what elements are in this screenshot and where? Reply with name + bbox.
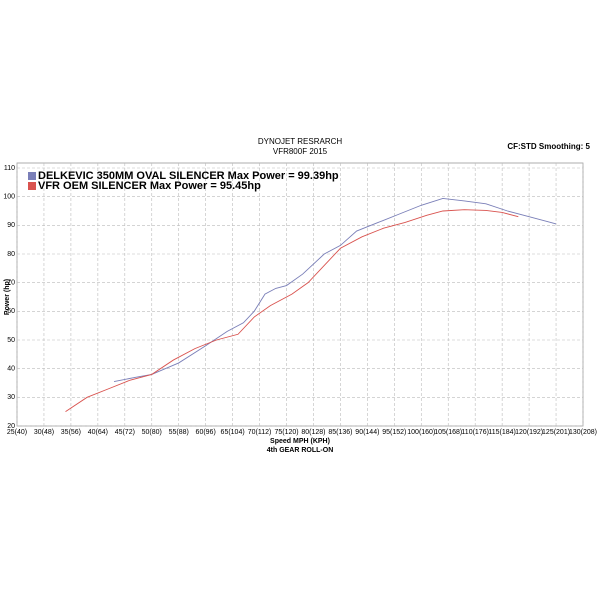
legend-swatch [28, 172, 36, 180]
y-tick-label: 30 [7, 394, 15, 401]
y-tick-label: 90 [7, 222, 15, 229]
y-tick-label: 110 [4, 165, 15, 172]
x-tick-label: 55(88) [169, 429, 189, 436]
y-tick-label: 20 [7, 423, 15, 430]
x-tick-label: 25(40) [7, 429, 27, 436]
x-tick-label: 30(48) [34, 429, 54, 436]
x-tick-label: 35(56) [61, 429, 81, 436]
x-tick-label: 85(136) [328, 429, 352, 436]
chart-title: DYNOJET RESRARCH [258, 137, 343, 146]
x-tick-label: 110(176) [461, 429, 489, 436]
x-tick-label: 45(72) [115, 429, 135, 436]
x-tick-label: 90(144) [355, 429, 379, 436]
x-tick-label: 105(168) [434, 429, 462, 436]
x-tick-label: 125(201) [542, 429, 570, 436]
chart-subtitle: VFR800F 2015 [273, 147, 328, 156]
legend-label: DELKEVIC 350MM OVAL SILENCER Max Power =… [38, 170, 339, 182]
x-tick-label: 65(104) [221, 429, 245, 436]
legend-swatch [28, 182, 36, 190]
y-axis-label: Power (hp) [4, 279, 11, 315]
x-tick-label: 50(80) [142, 429, 162, 436]
x-tick-label: 75(120) [274, 429, 298, 436]
x-tick-label: 100(160) [407, 429, 435, 436]
y-tick-label: 80 [7, 251, 15, 258]
x-tick-label: 130(208) [569, 429, 597, 436]
x-tick-label: 120(192) [515, 429, 543, 436]
annotation: CF:STD Smoothing: 5 [507, 142, 590, 151]
x-tick-label: 40(64) [88, 429, 108, 436]
y-tick-label: 40 [7, 366, 15, 373]
x-tick-label: 60(96) [196, 429, 216, 436]
x-tick-label: 70(112) [248, 429, 272, 436]
plot-area [16, 162, 584, 427]
x-axis-sublabel: 4th GEAR ROLL-ON [267, 447, 334, 454]
series-line [113, 197, 557, 383]
series-line [65, 209, 519, 413]
x-tick-label: 115(184) [488, 429, 516, 436]
y-tick-label: 60 [7, 308, 15, 315]
x-axis-label: Speed MPH (KPH) [270, 438, 330, 445]
x-tick-label: 95(152) [382, 429, 406, 436]
x-tick-label: 80(128) [301, 429, 325, 436]
y-tick-label: 50 [7, 337, 15, 344]
legend-label: VFR OEM SILENCER Max Power = 95.45hp [38, 180, 261, 192]
y-tick-label: 100 [3, 194, 15, 201]
y-tick-label: 70 [7, 280, 15, 287]
